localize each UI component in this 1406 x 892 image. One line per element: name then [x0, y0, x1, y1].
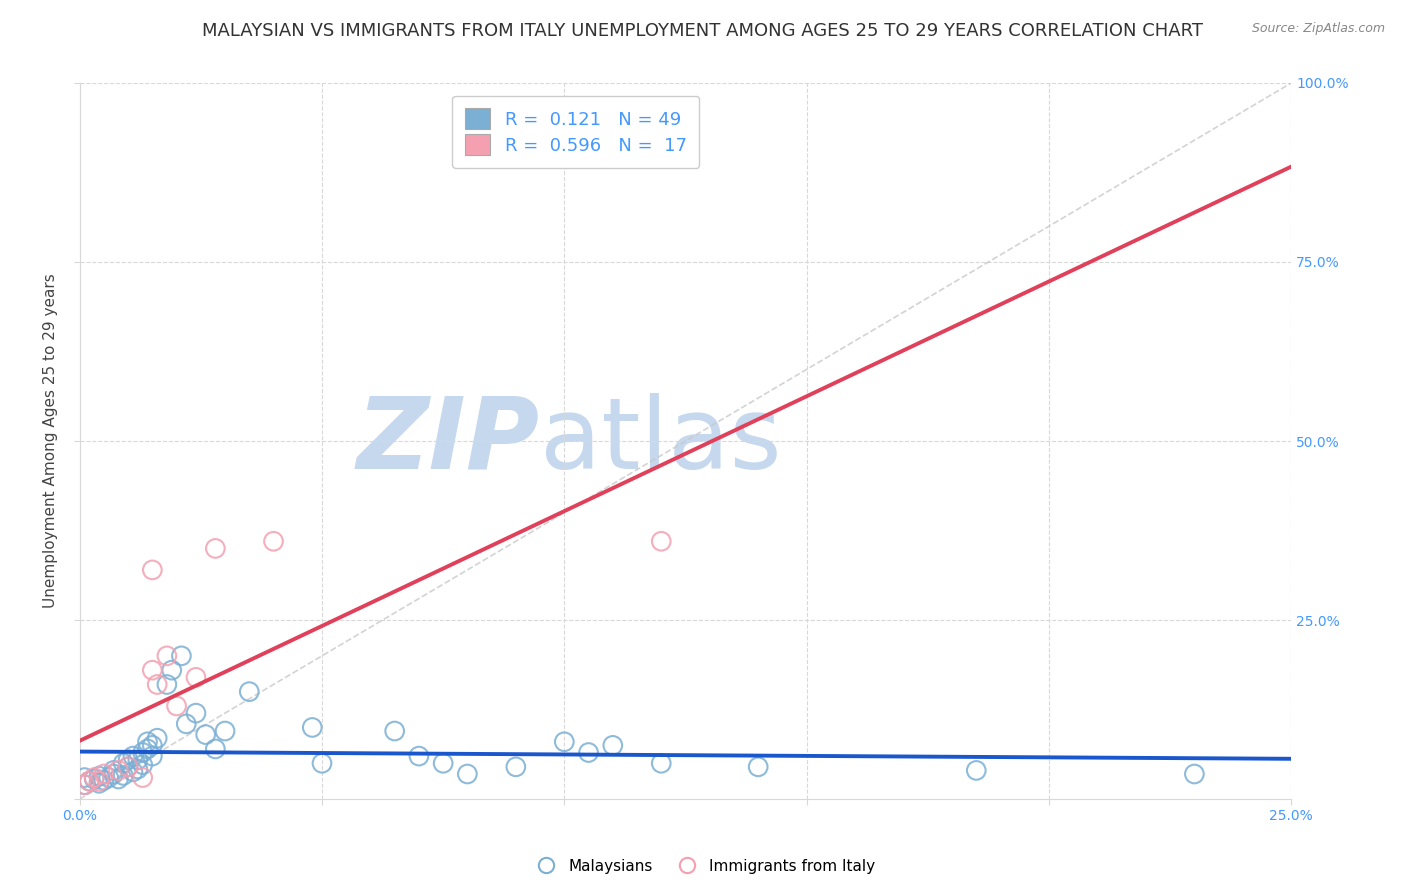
Point: [93, 773, 115, 788]
Point: [384, 724, 406, 739]
Point: [170, 648, 193, 663]
Point: [1184, 767, 1206, 781]
Point: [103, 767, 125, 781]
Point: [146, 677, 169, 691]
Point: [117, 760, 139, 774]
Point: [93, 767, 115, 781]
Point: [73, 778, 96, 792]
Point: [87, 769, 110, 783]
Point: [117, 760, 139, 774]
Point: [83, 771, 105, 785]
Point: [311, 756, 333, 771]
Text: atlas: atlas: [540, 392, 782, 490]
Point: [107, 764, 129, 778]
Legend: R =  0.121   N = 49, R =  0.596   N =  17: R = 0.121 N = 49, R = 0.596 N = 17: [453, 95, 699, 168]
Point: [141, 749, 163, 764]
Point: [174, 717, 197, 731]
Point: [103, 764, 125, 778]
Point: [141, 739, 163, 753]
Point: [194, 728, 217, 742]
Point: [408, 749, 430, 764]
Point: [122, 764, 145, 779]
Point: [112, 756, 135, 771]
Point: [136, 735, 159, 749]
Point: [204, 541, 226, 556]
Legend: Malaysians, Immigrants from Italy: Malaysians, Immigrants from Italy: [524, 853, 882, 880]
Point: [204, 742, 226, 756]
Point: [602, 739, 624, 753]
Point: [456, 767, 478, 781]
Text: ZIP: ZIP: [357, 392, 540, 490]
Point: [578, 746, 600, 760]
Point: [553, 735, 575, 749]
Point: [131, 771, 153, 785]
Point: [87, 774, 110, 789]
Point: [117, 753, 139, 767]
Point: [122, 749, 145, 764]
Point: [166, 698, 188, 713]
Point: [156, 648, 179, 663]
Point: [131, 746, 153, 760]
Point: [112, 768, 135, 782]
Point: [131, 757, 153, 772]
Point: [184, 706, 207, 720]
Point: [146, 731, 169, 746]
Point: [156, 677, 179, 691]
Point: [79, 774, 101, 789]
Point: [136, 742, 159, 756]
Point: [650, 534, 672, 549]
Point: [505, 760, 527, 774]
Point: [160, 663, 183, 677]
Point: [97, 771, 120, 785]
Point: [73, 771, 96, 785]
Point: [83, 772, 105, 786]
Point: [432, 756, 454, 771]
Point: [747, 760, 769, 774]
Text: MALAYSIAN VS IMMIGRANTS FROM ITALY UNEMPLOYMENT AMONG AGES 25 TO 29 YEARS CORREL: MALAYSIAN VS IMMIGRANTS FROM ITALY UNEMP…: [202, 22, 1204, 40]
Point: [141, 663, 163, 677]
Point: [965, 764, 987, 778]
Point: [127, 753, 149, 767]
Point: [214, 724, 236, 739]
Point: [141, 563, 163, 577]
Point: [107, 772, 129, 786]
Point: [263, 534, 285, 549]
Point: [301, 721, 323, 735]
Point: [650, 756, 672, 771]
Point: [73, 778, 96, 792]
Text: Source: ZipAtlas.com: Source: ZipAtlas.com: [1251, 22, 1385, 36]
Y-axis label: Unemployment Among Ages 25 to 29 years: Unemployment Among Ages 25 to 29 years: [44, 274, 58, 608]
Point: [238, 684, 260, 698]
Point: [127, 762, 149, 776]
Point: [87, 776, 110, 790]
Point: [79, 774, 101, 789]
Point: [184, 670, 207, 684]
